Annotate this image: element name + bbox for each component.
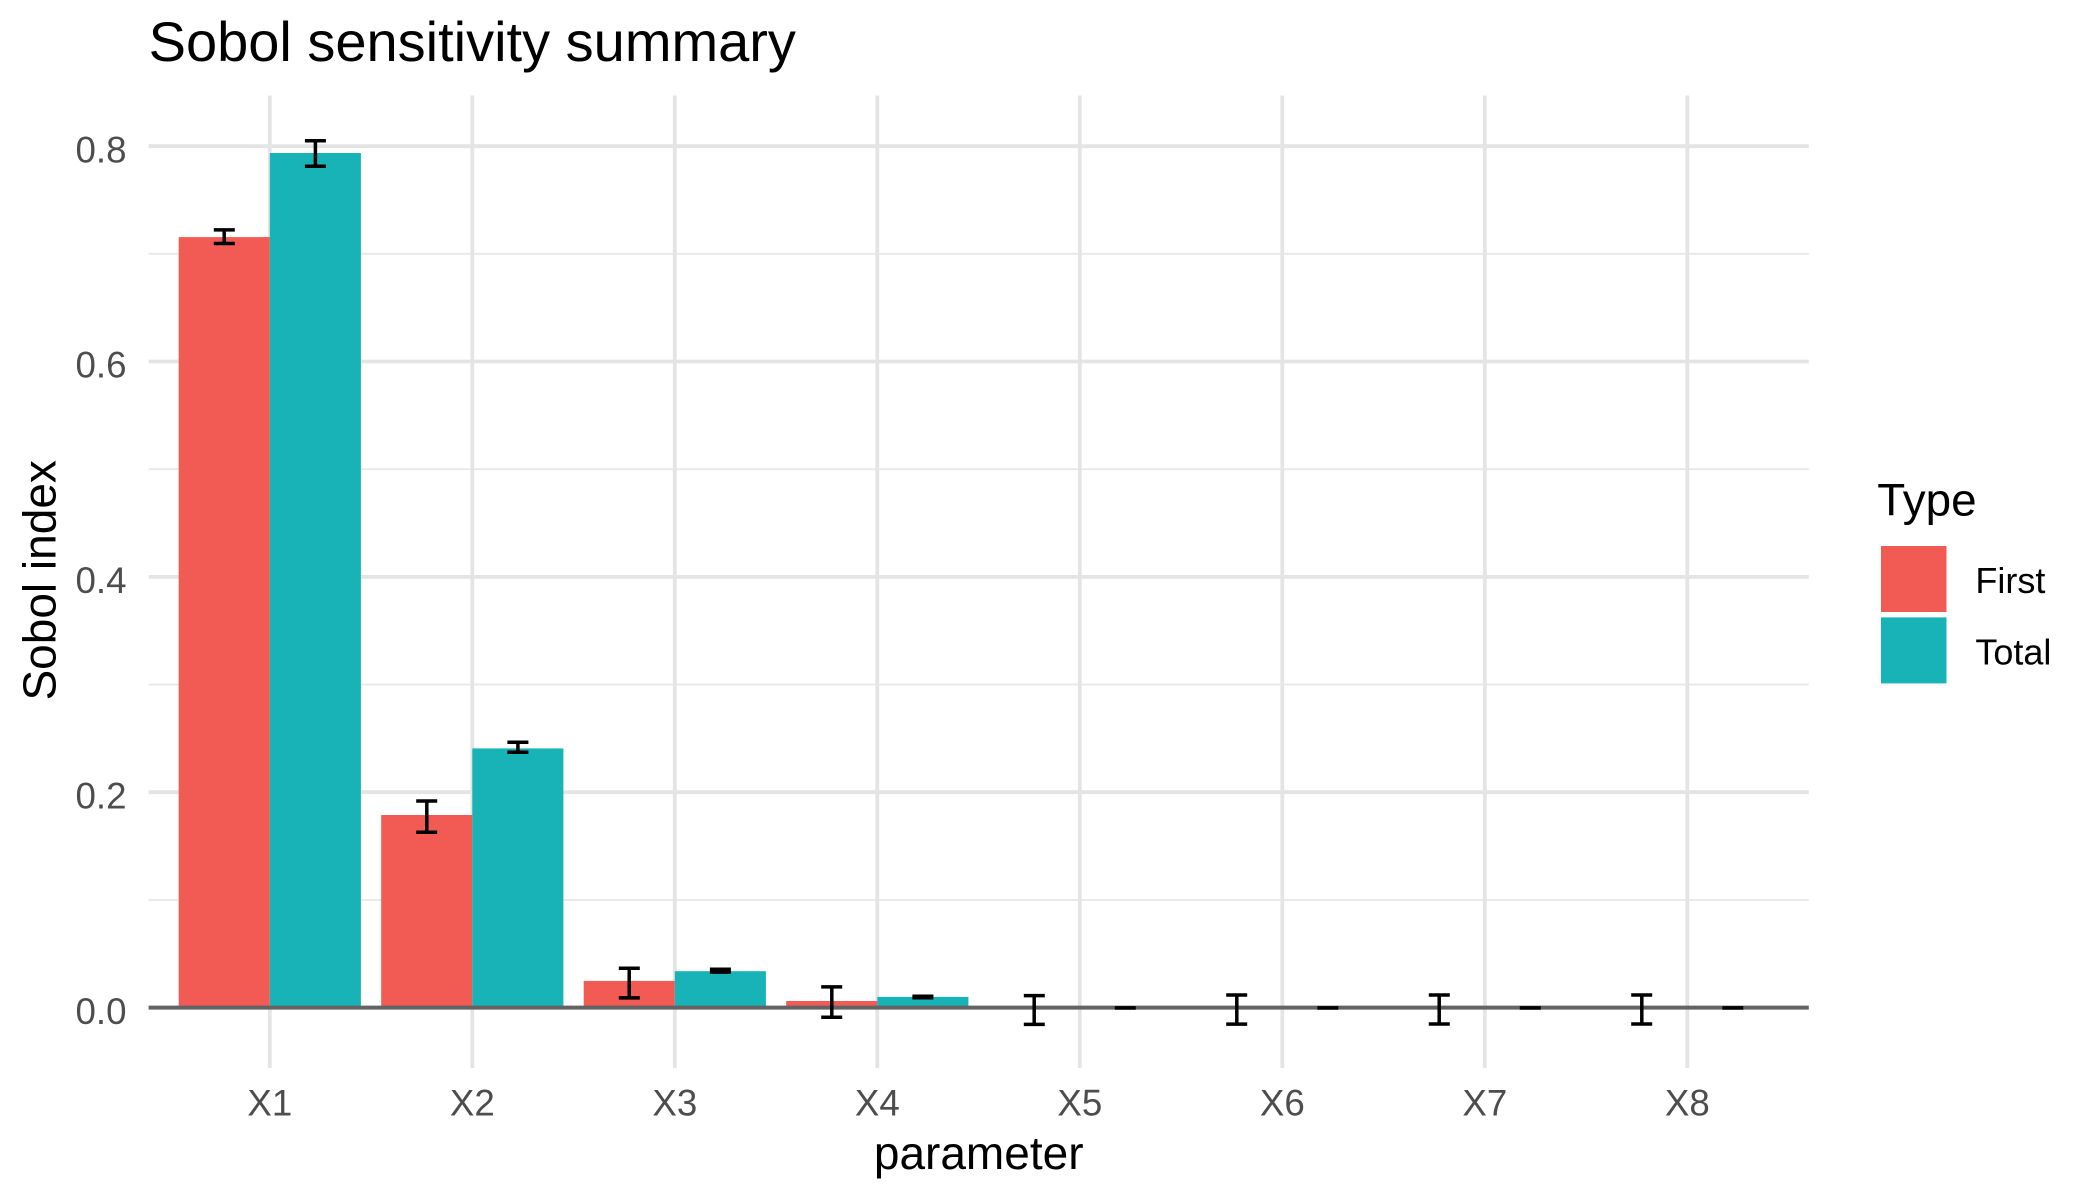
svg-text:X2: X2 [450, 1083, 495, 1124]
svg-text:0.0: 0.0 [75, 991, 126, 1032]
svg-text:0.2: 0.2 [75, 775, 126, 816]
svg-text:X5: X5 [1057, 1083, 1102, 1124]
svg-text:X4: X4 [855, 1083, 900, 1124]
svg-text:Sobol index: Sobol index [14, 460, 66, 700]
svg-text:X7: X7 [1462, 1083, 1507, 1124]
svg-text:0.4: 0.4 [75, 560, 126, 601]
svg-text:X1: X1 [247, 1083, 292, 1124]
svg-text:X3: X3 [652, 1083, 697, 1124]
svg-text:X8: X8 [1665, 1083, 1710, 1124]
svg-text:parameter: parameter [874, 1127, 1084, 1179]
svg-text:X6: X6 [1260, 1083, 1305, 1124]
svg-text:First: First [1975, 560, 2045, 601]
svg-text:0.6: 0.6 [75, 345, 126, 386]
svg-text:0.8: 0.8 [75, 129, 126, 170]
svg-text:Total: Total [1975, 632, 2051, 673]
svg-text:Sobol sensitivity summary: Sobol sensitivity summary [149, 10, 796, 73]
svg-text:Type: Type [1877, 475, 1976, 526]
